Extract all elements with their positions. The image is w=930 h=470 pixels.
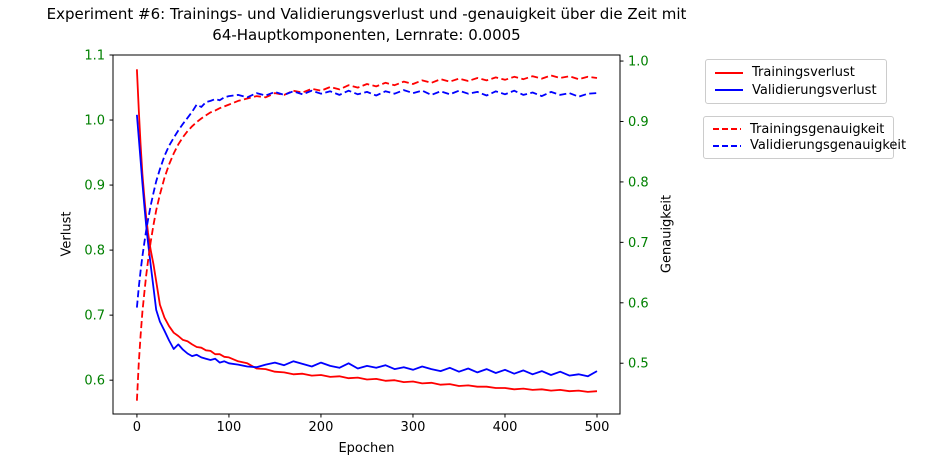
legend-item-trainingsgenauigkeit: Trainingsgenauigkeit [713, 121, 884, 138]
x-tick-label: 300 [401, 420, 426, 435]
y-left-tick-label: 1.0 [84, 114, 105, 129]
y-axis-label-right: Genauigkeit [659, 194, 675, 274]
y-axis-label-left: Verlust [59, 211, 75, 257]
y-right-tick-label: 0.7 [628, 236, 649, 251]
y-right-tick-label: 0.5 [628, 357, 649, 372]
legend-label: Trainingsgenauigkeit [750, 121, 885, 137]
y-left-tick-label: 0.8 [84, 244, 105, 259]
series-line-trainingsgenauigkeit [136, 74, 598, 401]
legend-line-icon [713, 144, 741, 147]
y-right-tick-label: 1.0 [628, 55, 649, 70]
legend-item-validierungsverlust: Validierungsverlust [715, 82, 877, 100]
x-tick-label: 500 [585, 420, 610, 435]
axes-spines [112, 54, 621, 415]
legend-label: Validierungsverlust [752, 82, 877, 98]
y-right-tick-label: 0.6 [628, 296, 649, 311]
x-tick-label: 0 [133, 420, 141, 435]
y-left-tick-label: 0.9 [84, 179, 105, 194]
y-right-tick-label: 0.8 [628, 175, 649, 190]
x-tick-label: 100 [217, 420, 242, 435]
series-line-trainingsverlust [136, 69, 598, 393]
y-left-tick-label: 1.1 [84, 49, 105, 64]
legend-accuracy-box: Trainingsgenauigkeit Validierungsgenauig… [703, 116, 906, 159]
y-right-tick-label: 0.9 [628, 115, 649, 130]
legend-item-validierungsgenauigkeit: Validierungsgenauigkeit [713, 138, 906, 155]
legend-line-icon [715, 71, 743, 74]
x-tick-label: 400 [493, 420, 518, 435]
chart-title: Experiment #6: Trainings- und Validierun… [0, 4, 733, 46]
legend-line-icon [715, 89, 743, 92]
chart-title-line2: 64-Hauptkomponenten, Lernrate: 0.0005 [212, 26, 521, 44]
x-axis-label: Epochen [338, 441, 395, 456]
chart-title-line1: Experiment #6: Trainings- und Validierun… [46, 5, 687, 23]
y-left-tick-label: 0.7 [84, 309, 105, 324]
legend-item-trainingsverlust: Trainingsverlust [715, 64, 877, 82]
y-left-tick-label: 0.6 [84, 374, 105, 389]
legend-label: Validierungsgenauigkeit [750, 138, 907, 154]
x-tick-label: 200 [309, 420, 334, 435]
legend-label: Trainingsverlust [752, 65, 855, 81]
series-line-validierungsverlust [136, 114, 598, 378]
series-line-validierungsgenauigkeit [136, 89, 598, 308]
legend-line-icon [713, 128, 741, 131]
legend-loss-box: Trainingsverlust Validierungsverlust [705, 59, 887, 104]
